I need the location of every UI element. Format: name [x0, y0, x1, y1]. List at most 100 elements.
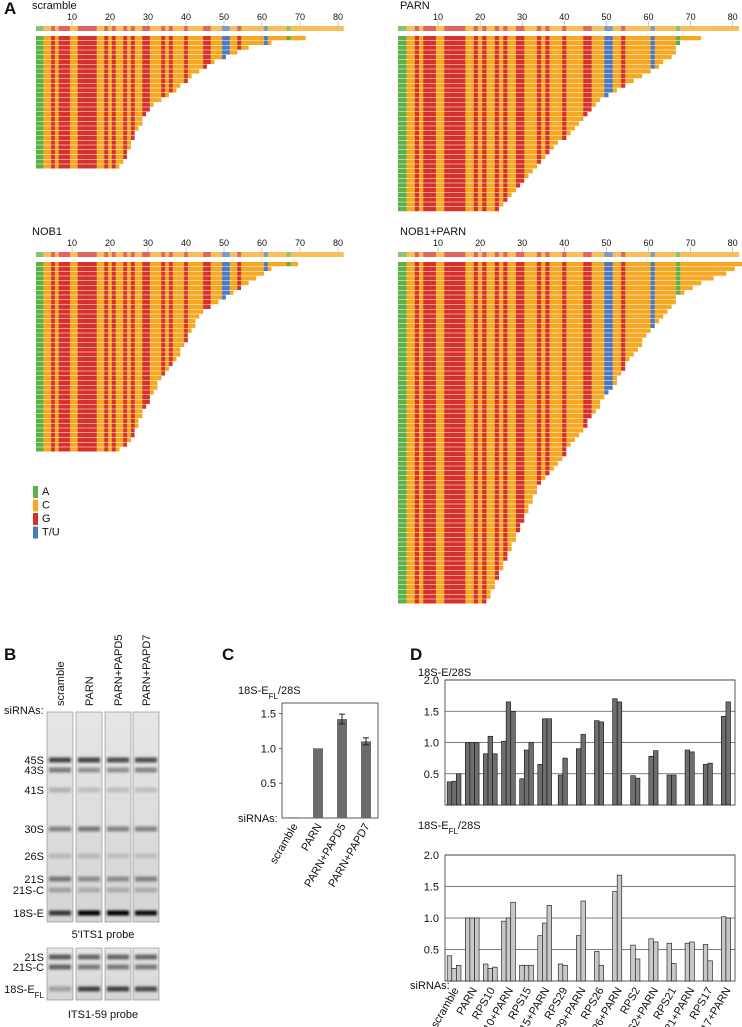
- band-label: 18S-EFL: [4, 984, 44, 1000]
- read: [35, 102, 154, 107]
- bar: [707, 960, 713, 982]
- gel-band: [78, 954, 100, 960]
- read: [398, 532, 516, 537]
- bar: [576, 748, 582, 806]
- y-tick-label: 1.5: [261, 708, 276, 720]
- reference-sequence: [35, 252, 344, 257]
- read: [35, 361, 173, 366]
- x-tick-label: 60: [257, 12, 267, 22]
- read: [35, 309, 204, 314]
- read: [398, 423, 588, 428]
- bar: [528, 742, 534, 806]
- gel-band: [78, 826, 100, 832]
- gel-band: [107, 964, 129, 970]
- band-label: 21S-C: [13, 885, 44, 897]
- lane-label: PARN+PAPD5: [113, 635, 125, 706]
- read: [35, 150, 128, 155]
- y-tick-label: 2.0: [424, 675, 439, 687]
- read: [35, 428, 135, 433]
- read: [398, 183, 521, 188]
- bar: [725, 917, 731, 982]
- bar: [635, 958, 641, 982]
- bar: [487, 735, 493, 806]
- read: [35, 276, 257, 281]
- read: [398, 480, 542, 485]
- read: [35, 366, 169, 371]
- bar: [598, 721, 604, 806]
- bar: [464, 917, 471, 982]
- read: [398, 271, 727, 276]
- legend-label: C: [42, 500, 50, 512]
- read: [35, 399, 150, 404]
- read: [35, 409, 143, 414]
- x-tick-label: 10: [67, 238, 77, 248]
- read: [35, 333, 188, 338]
- read: [35, 328, 192, 333]
- read: [35, 357, 177, 362]
- read: [398, 50, 676, 55]
- reference-sequence: [35, 26, 344, 31]
- read: [35, 59, 215, 64]
- read: [398, 188, 516, 193]
- bar: [361, 741, 371, 818]
- read: [398, 97, 601, 102]
- read: [398, 442, 571, 447]
- gel-band: [49, 910, 71, 916]
- gel-band: [49, 954, 71, 960]
- read: [398, 164, 537, 169]
- read: [35, 69, 200, 74]
- bar: [702, 764, 709, 806]
- read: [398, 281, 702, 286]
- read: [398, 116, 584, 121]
- read: [398, 461, 558, 466]
- read: [35, 423, 139, 428]
- read: [398, 485, 537, 490]
- read: [35, 338, 188, 343]
- bar: [464, 742, 471, 806]
- bar: [580, 900, 586, 982]
- bar: [505, 917, 512, 982]
- read: [398, 69, 651, 74]
- read: [35, 371, 166, 376]
- read: [35, 323, 196, 328]
- read: [35, 390, 154, 395]
- legend-label: T/U: [42, 527, 60, 539]
- read: [398, 542, 512, 547]
- bar: [510, 901, 516, 982]
- read: [398, 135, 567, 140]
- read: [35, 93, 169, 98]
- band-label: 26S: [24, 851, 44, 863]
- bar: [653, 941, 659, 982]
- legend-label: G: [42, 513, 51, 525]
- read: [398, 561, 504, 566]
- read: [35, 78, 188, 83]
- y-tick-label: 1.5: [424, 882, 439, 894]
- read: [398, 59, 664, 64]
- gel-band: [78, 757, 100, 763]
- read: [398, 197, 508, 202]
- gel-band: [78, 876, 100, 882]
- x-tick-label: 70: [295, 238, 305, 248]
- x-tick-label: 40: [559, 238, 569, 248]
- read: [35, 121, 143, 126]
- read: [398, 159, 542, 164]
- panel-title: NOB1+PARN: [400, 226, 466, 238]
- x-tick-label: 70: [686, 238, 696, 248]
- bar: [451, 780, 457, 806]
- read: [398, 509, 529, 514]
- bar: [546, 905, 552, 982]
- read: [398, 285, 693, 290]
- read: [398, 418, 588, 423]
- read: [398, 107, 592, 112]
- bar: [487, 968, 493, 982]
- bar: [523, 749, 530, 806]
- bar: [510, 710, 516, 806]
- bar: [689, 751, 695, 806]
- gel-band: [49, 757, 71, 763]
- x-tick-label: 40: [181, 12, 191, 22]
- read: [35, 164, 120, 169]
- read: [35, 442, 128, 447]
- y-axis-title: 18S-EFL/28S: [238, 685, 301, 701]
- read: [35, 40, 272, 45]
- gel-band: [107, 853, 129, 859]
